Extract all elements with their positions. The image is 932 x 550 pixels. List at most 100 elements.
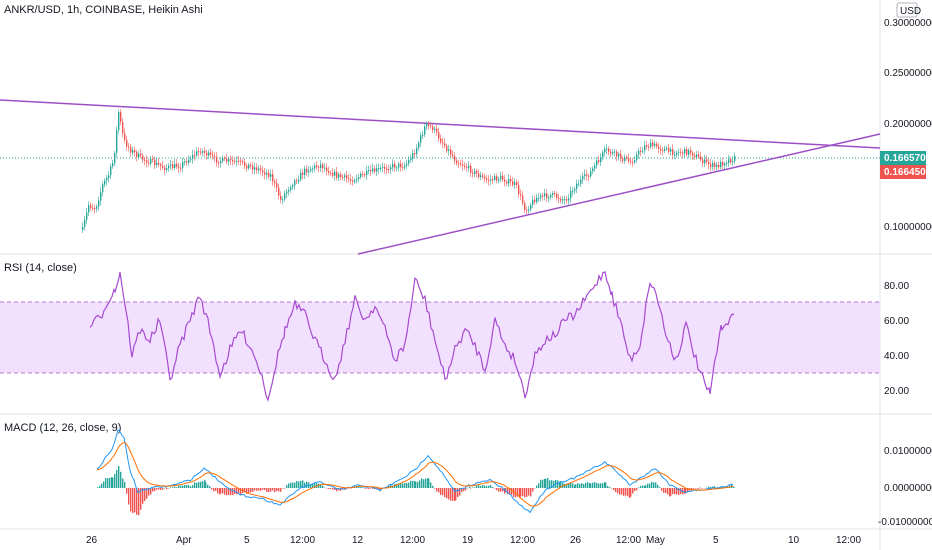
macd-histogram-bar (162, 488, 164, 490)
candle (418, 142, 420, 149)
macd-histogram-bar (585, 482, 587, 488)
candle (724, 163, 726, 166)
candle (144, 159, 146, 161)
candle (196, 151, 198, 156)
candle (556, 194, 558, 198)
candle (432, 126, 434, 131)
macd-histogram-bar (360, 487, 362, 488)
candle (368, 170, 370, 172)
candle (542, 195, 544, 197)
macd-histogram-bar (540, 479, 542, 488)
candle (714, 163, 716, 167)
price-axis-label: 0.25000000 (884, 68, 932, 79)
macd-histogram-bar (144, 488, 146, 501)
candle (278, 187, 280, 196)
macd-histogram-bar (444, 488, 446, 498)
candle (262, 170, 264, 173)
macd-histogram-bar (547, 478, 549, 488)
macd-histogram-bar (107, 478, 109, 488)
macd-histogram-bar (258, 488, 260, 491)
macd-histogram-bar (476, 485, 478, 488)
candle (534, 199, 536, 203)
macd-histogram-bar (172, 487, 174, 488)
candle (194, 154, 196, 156)
macd-histogram-bar (370, 488, 372, 489)
macd-histogram-bar (248, 488, 250, 493)
macd-histogram-bar (655, 482, 657, 488)
candle (226, 158, 228, 162)
candle (282, 199, 284, 201)
currency-button-label: USD (900, 6, 921, 17)
macd-histogram-bar (502, 488, 504, 492)
candle (566, 199, 568, 201)
candle (592, 168, 594, 172)
candle (114, 152, 116, 164)
macd-histogram-bar (572, 483, 574, 488)
candle (266, 172, 268, 175)
candle (154, 159, 156, 166)
candle (722, 162, 724, 166)
price-axis-label: 0.10000000 (884, 222, 932, 233)
candle (108, 175, 110, 178)
candle (334, 171, 336, 176)
candle (448, 149, 450, 151)
macd-histogram-bar (592, 482, 594, 488)
candle (166, 168, 168, 171)
macd-histogram (97, 465, 735, 516)
time-axis-label: 19 (462, 535, 474, 546)
macd-histogram-bar (324, 487, 326, 489)
candle (576, 183, 578, 189)
candle (138, 153, 140, 158)
candle (314, 165, 316, 169)
macd-histogram-bar (240, 488, 242, 495)
candle (688, 150, 690, 155)
macd-histogram-bar (474, 487, 476, 488)
macd-histogram-bar (509, 488, 511, 495)
candle (388, 169, 390, 171)
macd-histogram-bar (156, 488, 158, 490)
candle (296, 180, 298, 182)
currency-button[interactable] (896, 2, 918, 18)
macd-histogram-bar (192, 485, 194, 488)
candle (218, 162, 220, 164)
candle (424, 126, 426, 135)
candle (598, 160, 600, 163)
candle (224, 157, 226, 159)
macd-histogram-bar (710, 487, 712, 488)
candle (158, 162, 160, 165)
candle (290, 187, 292, 190)
macd-histogram-bar (448, 488, 450, 500)
candle (134, 150, 136, 153)
candle (214, 156, 216, 158)
macd-histogram-bar (224, 488, 226, 495)
candle (514, 182, 516, 185)
candle (318, 167, 320, 169)
candle (128, 146, 130, 148)
macd-histogram-bar (636, 488, 638, 491)
rsi-axis-label: 20.00 (884, 386, 909, 397)
macd-histogram-bar (111, 477, 113, 488)
macd-histogram-bar (262, 488, 264, 490)
ascending-trendline[interactable] (357, 133, 881, 255)
macd-histogram-bar (423, 479, 425, 488)
candle (380, 167, 382, 169)
candle (246, 165, 248, 169)
candle (528, 209, 530, 211)
candle (310, 168, 312, 171)
candle (608, 148, 610, 152)
candle (254, 167, 256, 170)
macd-histogram-bar (519, 488, 521, 498)
macd-histogram-bar (659, 487, 661, 488)
macd-histogram-bar (176, 487, 178, 488)
descending-trendline[interactable] (0, 99, 881, 149)
candle (104, 180, 106, 185)
candle (142, 155, 144, 160)
macd-histogram-bar (128, 488, 130, 505)
macd-histogram-bar (246, 488, 248, 494)
macd-histogram-bar (536, 485, 538, 488)
candle (636, 154, 638, 161)
candle (546, 193, 548, 199)
macd-histogram-bar (629, 488, 631, 498)
candle (454, 156, 456, 161)
